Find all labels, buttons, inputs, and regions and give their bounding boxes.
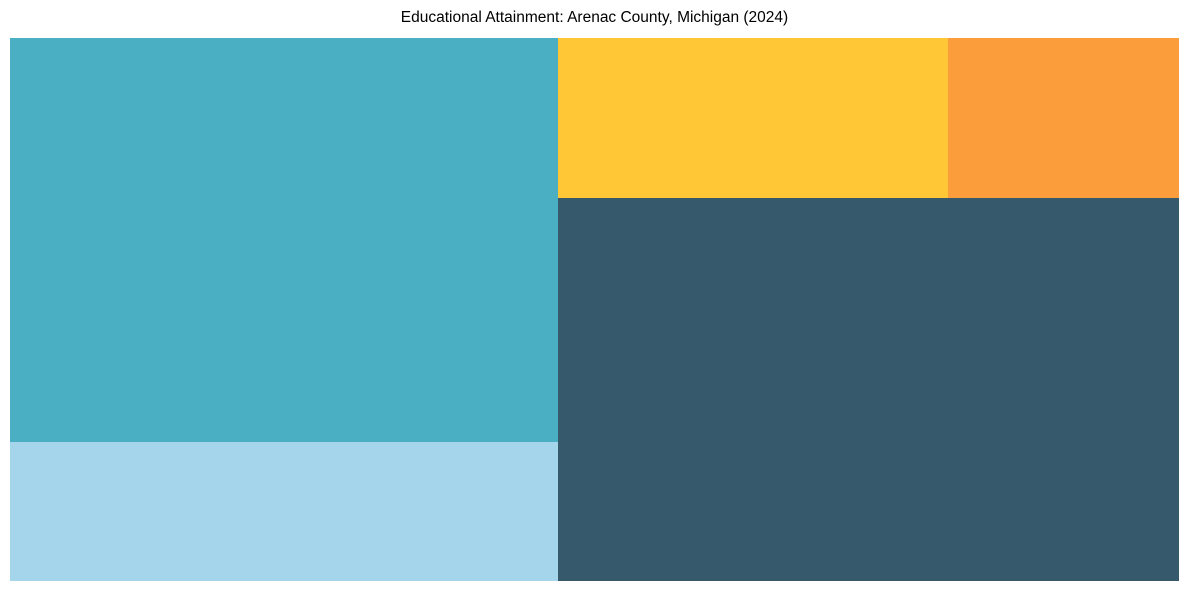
treemap-tile-yellow[interactable] <box>558 38 948 198</box>
treemap-tile-orange[interactable] <box>948 38 1179 198</box>
chart-title: Educational Attainment: Arenac County, M… <box>400 9 789 26</box>
treemap-tile-dark-slate[interactable] <box>558 198 1179 581</box>
treemap-tile-teal[interactable] <box>10 38 558 442</box>
treemap <box>10 38 1179 581</box>
treemap-tile-light-blue[interactable] <box>10 442 558 581</box>
